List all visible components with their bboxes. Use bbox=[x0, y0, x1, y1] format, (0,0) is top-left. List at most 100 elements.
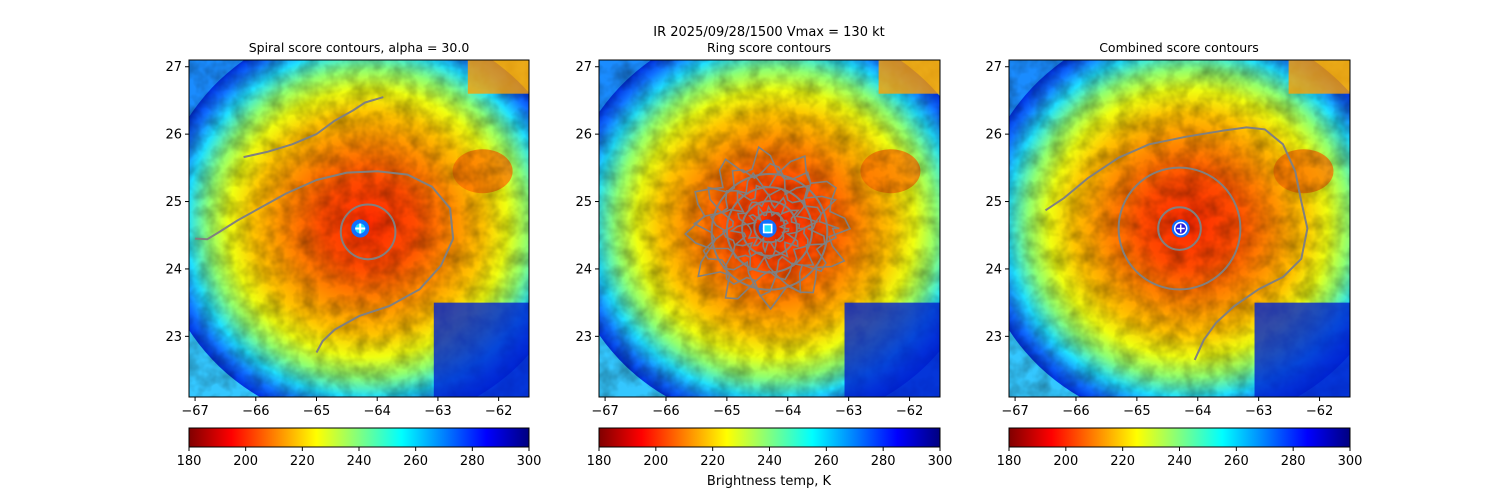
colorbar-tick-label: 260 bbox=[814, 454, 839, 469]
y-axis: 23 24 25 26 27 bbox=[575, 60, 599, 345]
contour-line bbox=[1117, 166, 1242, 291]
x-tick-label: −66 bbox=[652, 404, 679, 419]
plot-frame bbox=[188, 59, 530, 398]
contour-line bbox=[684, 145, 851, 311]
colorbar-tick-label: 180 bbox=[587, 454, 612, 469]
contour-line bbox=[729, 192, 805, 260]
ir-heatmap bbox=[1009, 60, 1350, 397]
colorbar-tick-label: 280 bbox=[871, 454, 896, 469]
x-tick-label: −62 bbox=[1306, 404, 1333, 419]
colorbar-tick-label: 220 bbox=[290, 454, 315, 469]
y-axis: 23 24 25 26 27 bbox=[985, 60, 1009, 345]
colorbar-gradient bbox=[598, 427, 941, 448]
colorbar: 180 200 220 240 260 280 300 bbox=[997, 427, 1363, 469]
x-tick-label: −65 bbox=[303, 404, 330, 419]
colorbar-tick-label: 300 bbox=[517, 454, 542, 469]
panel-title: Spiral score contours, alpha = 30.0 bbox=[249, 40, 470, 55]
plot-frame bbox=[598, 59, 941, 398]
contour-line bbox=[195, 170, 455, 353]
colorbar-tick-label: 300 bbox=[1338, 454, 1363, 469]
x-tick-label: −65 bbox=[1123, 404, 1150, 419]
colorbar: 180 200 220 240 260 280 300 bbox=[177, 427, 542, 469]
x-tick-label: −62 bbox=[485, 404, 512, 419]
y-tick-label: 24 bbox=[165, 262, 182, 277]
contour-group bbox=[684, 145, 851, 311]
warm-corner bbox=[467, 60, 529, 94]
cold-region bbox=[433, 302, 529, 397]
x-tick-label: −63 bbox=[1245, 404, 1272, 419]
contour-group bbox=[195, 96, 455, 353]
colorbar: 180 200 220 240 260 280 300 bbox=[587, 427, 953, 469]
panel-title: Combined score contours bbox=[1099, 40, 1259, 55]
center-plus bbox=[355, 223, 366, 234]
y-tick-label: 26 bbox=[985, 128, 1002, 143]
y-tick-label: 23 bbox=[985, 330, 1002, 345]
contour-line bbox=[243, 96, 384, 159]
y-tick-label: 26 bbox=[165, 128, 182, 143]
center-square bbox=[762, 223, 773, 234]
colorbar-tick-label: 180 bbox=[177, 454, 202, 469]
y-axis: 23 24 25 26 27 bbox=[165, 60, 189, 345]
colorbar-tick-label: 280 bbox=[460, 454, 485, 469]
x-tick-label: −64 bbox=[1184, 404, 1211, 419]
colorbar-tick-label: 260 bbox=[403, 454, 428, 469]
cold-region bbox=[1254, 302, 1350, 397]
panel-combined: Combined score contours −67 −66 −65 −64 −63−… bbox=[985, 40, 1363, 469]
colorbar-gradient bbox=[188, 427, 530, 448]
contour-line bbox=[720, 184, 819, 277]
x-tick-label: −62 bbox=[896, 404, 923, 419]
contour-line bbox=[1044, 126, 1309, 361]
panel-spiral: Spiral score contours, alpha = 30.0 −67 −… bbox=[165, 40, 542, 469]
x-tick-label: −67 bbox=[591, 404, 618, 419]
x-axis: −67 −66 −65 −64 −63 −62 bbox=[591, 397, 923, 419]
x-tick-label: −67 bbox=[181, 404, 208, 419]
contour-line bbox=[745, 204, 790, 254]
colorbar-tick-label: 220 bbox=[700, 454, 725, 469]
y-tick-label: 27 bbox=[165, 60, 182, 75]
x-axis: −67 −66 −65 −64 −63 −62 bbox=[1001, 397, 1333, 419]
y-tick-label: 25 bbox=[985, 195, 1002, 210]
colorbar-tick-label: 180 bbox=[997, 454, 1022, 469]
x-tick-label: −64 bbox=[774, 404, 801, 419]
x-axis: −67 −66 −65 −64 −63 −62 bbox=[181, 397, 512, 419]
x-tick-label: −66 bbox=[1062, 404, 1089, 419]
contour-line bbox=[741, 200, 798, 257]
center-marker bbox=[762, 223, 773, 234]
center-plus bbox=[1176, 224, 1185, 233]
panel-ring: Ring score contours −67 −66 −65 −64 −63 −62 2… bbox=[575, 40, 953, 489]
figure-suptitle: IR 2025/09/28/1500 Vmax = 130 kt bbox=[653, 25, 884, 40]
panel-title: Ring score contours bbox=[707, 40, 831, 55]
colorbar-tick-label: 200 bbox=[643, 454, 668, 469]
y-tick-label: 27 bbox=[575, 60, 592, 75]
colorbar-tick-label: 200 bbox=[1053, 454, 1078, 469]
colorbar-tick-label: 260 bbox=[1224, 454, 1249, 469]
y-tick-label: 24 bbox=[985, 262, 1002, 277]
contour-line bbox=[708, 170, 826, 285]
warm-corner bbox=[1288, 60, 1350, 94]
y-tick-label: 23 bbox=[165, 330, 182, 345]
plot-frame bbox=[1008, 59, 1351, 398]
colorbar-tick-label: 300 bbox=[928, 454, 953, 469]
colorbar-tick-label: 220 bbox=[1110, 454, 1135, 469]
y-tick-label: 25 bbox=[165, 195, 182, 210]
x-tick-label: −63 bbox=[835, 404, 862, 419]
colorbar-tick-label: 240 bbox=[347, 454, 372, 469]
ir-heatmap bbox=[599, 60, 940, 397]
colorbar-tick-label: 280 bbox=[1281, 454, 1306, 469]
colorbar-label: Brightness temp, K bbox=[707, 474, 832, 489]
x-tick-label: −63 bbox=[424, 404, 451, 419]
y-tick-label: 24 bbox=[575, 262, 592, 277]
ir-heatmap bbox=[189, 60, 529, 397]
colorbar-tick-label: 240 bbox=[1167, 454, 1192, 469]
center-marker bbox=[1173, 221, 1188, 236]
colorbar-tick-label: 240 bbox=[757, 454, 782, 469]
center-marker bbox=[355, 223, 366, 234]
y-tick-label: 27 bbox=[985, 60, 1002, 75]
contour-line bbox=[1157, 206, 1202, 251]
x-tick-label: −67 bbox=[1001, 404, 1028, 419]
x-tick-label: −65 bbox=[713, 404, 740, 419]
x-tick-label: −66 bbox=[242, 404, 269, 419]
eye-center bbox=[762, 223, 773, 234]
contour-line bbox=[692, 162, 840, 297]
